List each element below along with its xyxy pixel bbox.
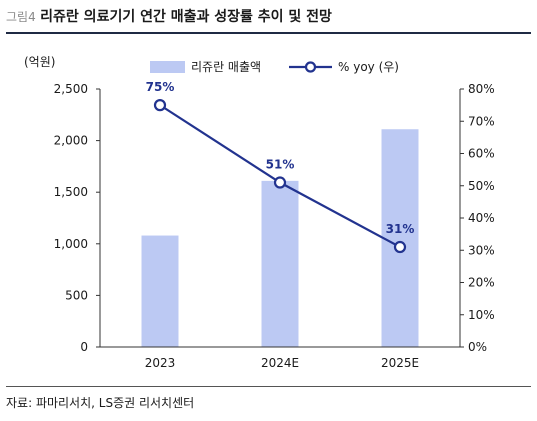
x-axis-tick-label: 2023 [145, 356, 176, 370]
right-axis-tick-label: 0% [468, 340, 487, 354]
x-axis: 2023 2024E 2025E [100, 346, 460, 370]
legend-swatch-bar [150, 61, 185, 73]
figure-title: 리쥬란 의료기기 연간 매출과 성장률 추이 및 전망 [40, 9, 332, 25]
title-rule [6, 32, 531, 34]
legend: 리쥬란 매출액 % yoy (우) [150, 60, 399, 74]
legend-label-line: % yoy (우) [338, 60, 399, 74]
left-axis-tick-label: 2,500 [54, 82, 88, 96]
right-axis-tick-label: 30% [468, 243, 495, 257]
left-axis: 0 500 1,000 1,500 2,000 2,500 [54, 82, 101, 354]
right-axis-tick-label: 10% [468, 308, 495, 322]
source-rule [6, 386, 531, 387]
left-axis-tick-label: 2,000 [54, 134, 88, 148]
right-axis-tick-label: 70% [468, 114, 495, 128]
yoy-data-label: 51% [266, 158, 295, 172]
left-axis-tick-label: 0 [80, 340, 88, 354]
legend-swatch-marker [304, 61, 317, 73]
bar [381, 129, 419, 347]
yoy-data-label: 31% [386, 222, 415, 236]
left-axis-tick-label: 500 [65, 288, 88, 302]
yoy-point [153, 99, 167, 112]
right-axis-tick-label: 50% [468, 179, 495, 193]
right-axis-tick-label: 60% [468, 147, 495, 161]
bar [261, 180, 299, 347]
right-axis-tick-label: 20% [468, 276, 495, 290]
x-axis-tick-label: 2024E [261, 356, 299, 370]
figure-label: 그림4 [6, 10, 36, 24]
figure-title-row: 그림4 리쥬란 의료기기 연간 매출과 성장률 추이 및 전망 [6, 6, 332, 26]
left-axis-tick-label: 1,000 [54, 237, 88, 251]
right-axis-tick-label: 40% [468, 211, 495, 225]
bar-series [141, 129, 419, 347]
source-note: 자료: 파마리서치, LS증권 리서치센터 [6, 396, 195, 410]
x-axis-tick-label: 2025E [381, 356, 419, 370]
right-axis: 0% 10% 20% 30% 40% 50% 60% 70% 80% [459, 82, 495, 354]
left-axis-tick-label: 1,500 [54, 185, 88, 199]
line-series: 75% 51% 31% [146, 80, 415, 254]
bar [141, 235, 179, 347]
legend-label-bar: 리쥬란 매출액 [191, 60, 261, 74]
left-axis-unit: (억원) [24, 55, 55, 69]
yoy-data-label: 75% [146, 80, 175, 94]
yoy-point [393, 240, 407, 254]
yoy-point [273, 176, 287, 189]
right-axis-tick-label: 80% [468, 82, 495, 96]
